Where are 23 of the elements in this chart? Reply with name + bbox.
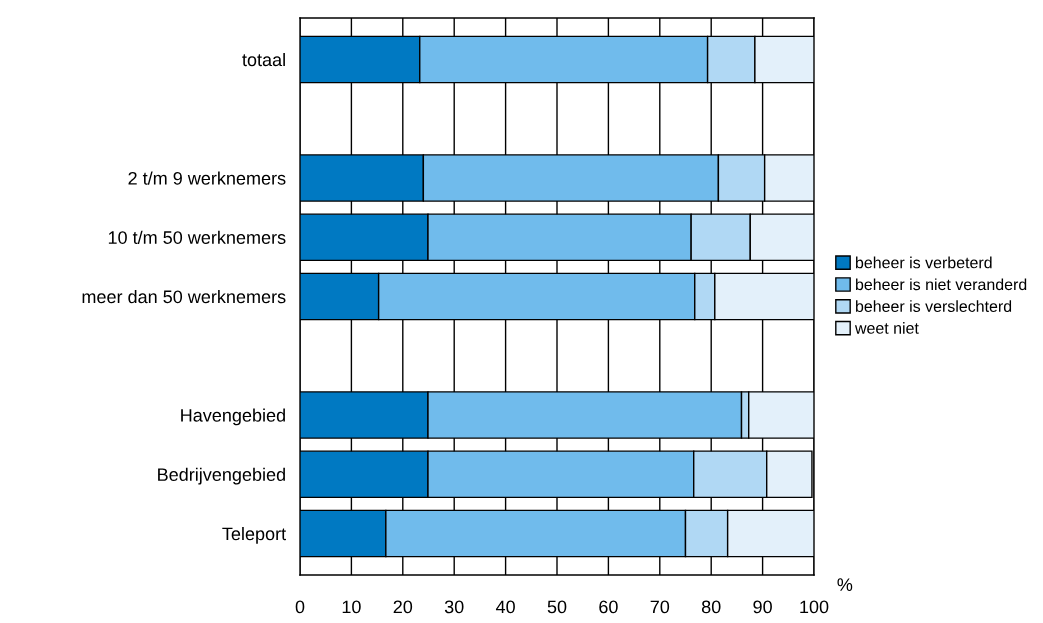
x-tick-label: 80 <box>701 600 721 614</box>
legend-label: weet niet <box>854 322 919 334</box>
x-tick-label: 0 <box>295 600 305 614</box>
x-tick-label: 10 <box>342 600 361 614</box>
y-tick-label: 10 t/m 50 werknemers <box>108 230 286 244</box>
legend-label: beheer is verslechterd <box>856 300 1012 312</box>
x-tick-label: 70 <box>650 600 670 614</box>
y-tick-label: Teleport <box>222 526 286 544</box>
text: % <box>837 578 853 591</box>
x-tick-label: 30 <box>444 600 464 614</box>
y-tick-label: totaal <box>242 52 285 67</box>
x-tick-label: 100 <box>800 600 829 614</box>
x-tick-label: 40 <box>495 600 515 614</box>
legend-label: beheer is niet veranderd <box>856 278 1027 291</box>
y-tick-label: 2 t/m 9 werknemers <box>128 171 286 185</box>
y-tick-label: meer dan 50 werknemers <box>82 289 286 304</box>
legend-label: beheer is verbeterd <box>856 256 992 269</box>
y-tick-label: Bedrijvengebied <box>158 467 285 485</box>
x-tick-label: 20 <box>393 600 413 614</box>
x-tick-label: 90 <box>753 600 772 614</box>
x-tick-label: 60 <box>599 600 618 614</box>
y-tick-label: Havengebied <box>181 408 285 426</box>
x-tick-label: 50 <box>547 600 567 614</box>
